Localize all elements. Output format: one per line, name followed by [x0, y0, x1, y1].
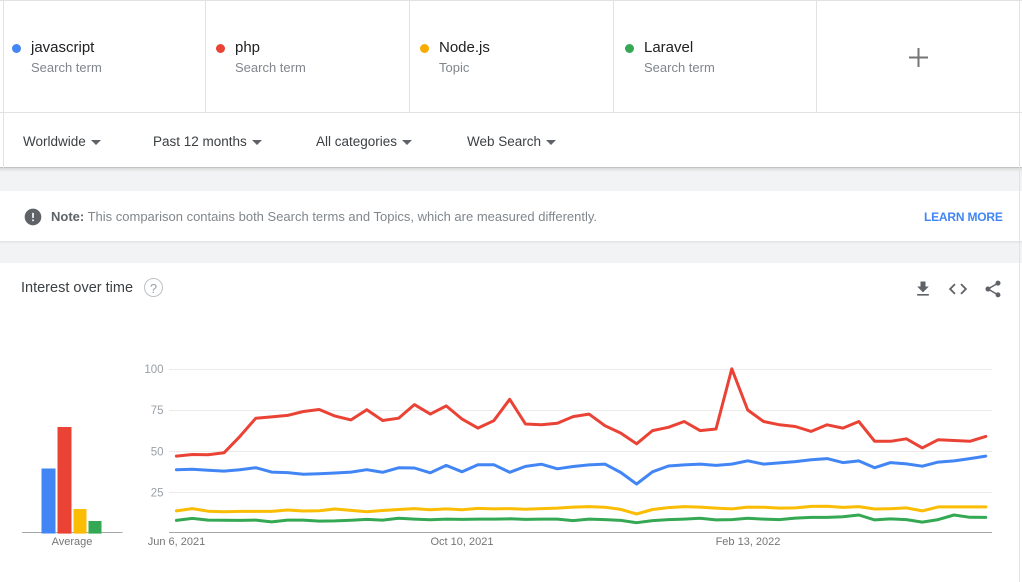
svg-text:Oct 10, 2021: Oct 10, 2021: [431, 536, 494, 548]
svg-text:75: 75: [151, 405, 164, 417]
svg-text:25: 25: [151, 488, 164, 500]
svg-text:Jun 6, 2021: Jun 6, 2021: [148, 536, 206, 548]
svg-text:Average: Average: [52, 536, 93, 548]
svg-text:100: 100: [144, 364, 163, 376]
svg-text:50: 50: [151, 446, 164, 458]
svg-text:Feb 13, 2022: Feb 13, 2022: [716, 536, 781, 548]
